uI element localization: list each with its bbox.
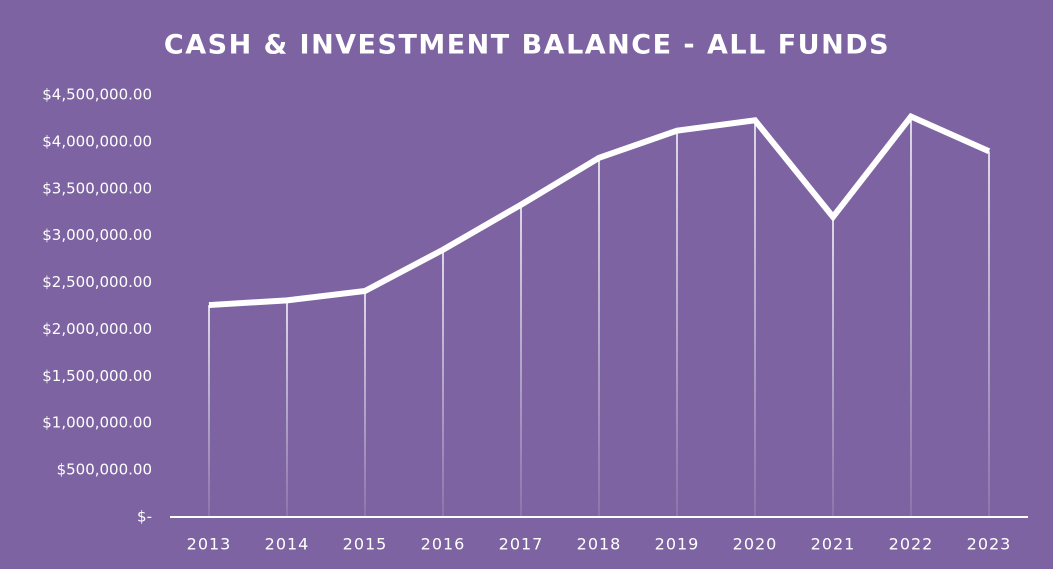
y-tick-label: $4,000,000.00 <box>42 132 152 150</box>
data-line <box>208 112 991 309</box>
x-tick-label: 2017 <box>499 535 544 554</box>
y-tick-label: $2,500,000.00 <box>42 273 152 291</box>
drop-line <box>598 157 600 517</box>
y-tick-label: $2,000,000.00 <box>42 320 152 338</box>
y-tick-label: $3,000,000.00 <box>42 226 152 244</box>
drop-line <box>208 305 210 517</box>
x-tick-label: 2015 <box>343 535 388 554</box>
drop-line <box>520 204 522 517</box>
y-tick-label: $- <box>137 508 152 526</box>
x-tick-label: 2021 <box>811 535 856 554</box>
drop-line <box>286 300 288 517</box>
x-tick-label: 2013 <box>187 535 232 554</box>
x-tick-label: 2018 <box>577 535 622 554</box>
x-tick-label: 2022 <box>889 535 934 554</box>
drop-line <box>910 116 912 518</box>
x-tick-label: 2019 <box>655 535 700 554</box>
drop-line <box>832 216 834 517</box>
y-tick-label: $1,000,000.00 <box>42 414 152 432</box>
drop-line <box>988 151 990 517</box>
x-tick-label: 2016 <box>421 535 466 554</box>
y-tick-label: $4,500,000.00 <box>42 86 152 104</box>
y-tick-label: $3,500,000.00 <box>42 179 152 197</box>
x-tick-label: 2020 <box>733 535 778 554</box>
chart-title: CASH & INVESTMENT BALANCE - ALL FUNDS <box>164 30 890 61</box>
x-tick-label: 2023 <box>967 535 1012 554</box>
y-tick-label: $500,000.00 <box>57 461 152 479</box>
y-tick-label: $1,500,000.00 <box>42 367 152 385</box>
drop-line <box>364 290 366 517</box>
drop-line <box>442 249 444 517</box>
drop-line <box>754 120 756 517</box>
drop-line <box>676 130 678 517</box>
x-tick-label: 2014 <box>265 535 310 554</box>
